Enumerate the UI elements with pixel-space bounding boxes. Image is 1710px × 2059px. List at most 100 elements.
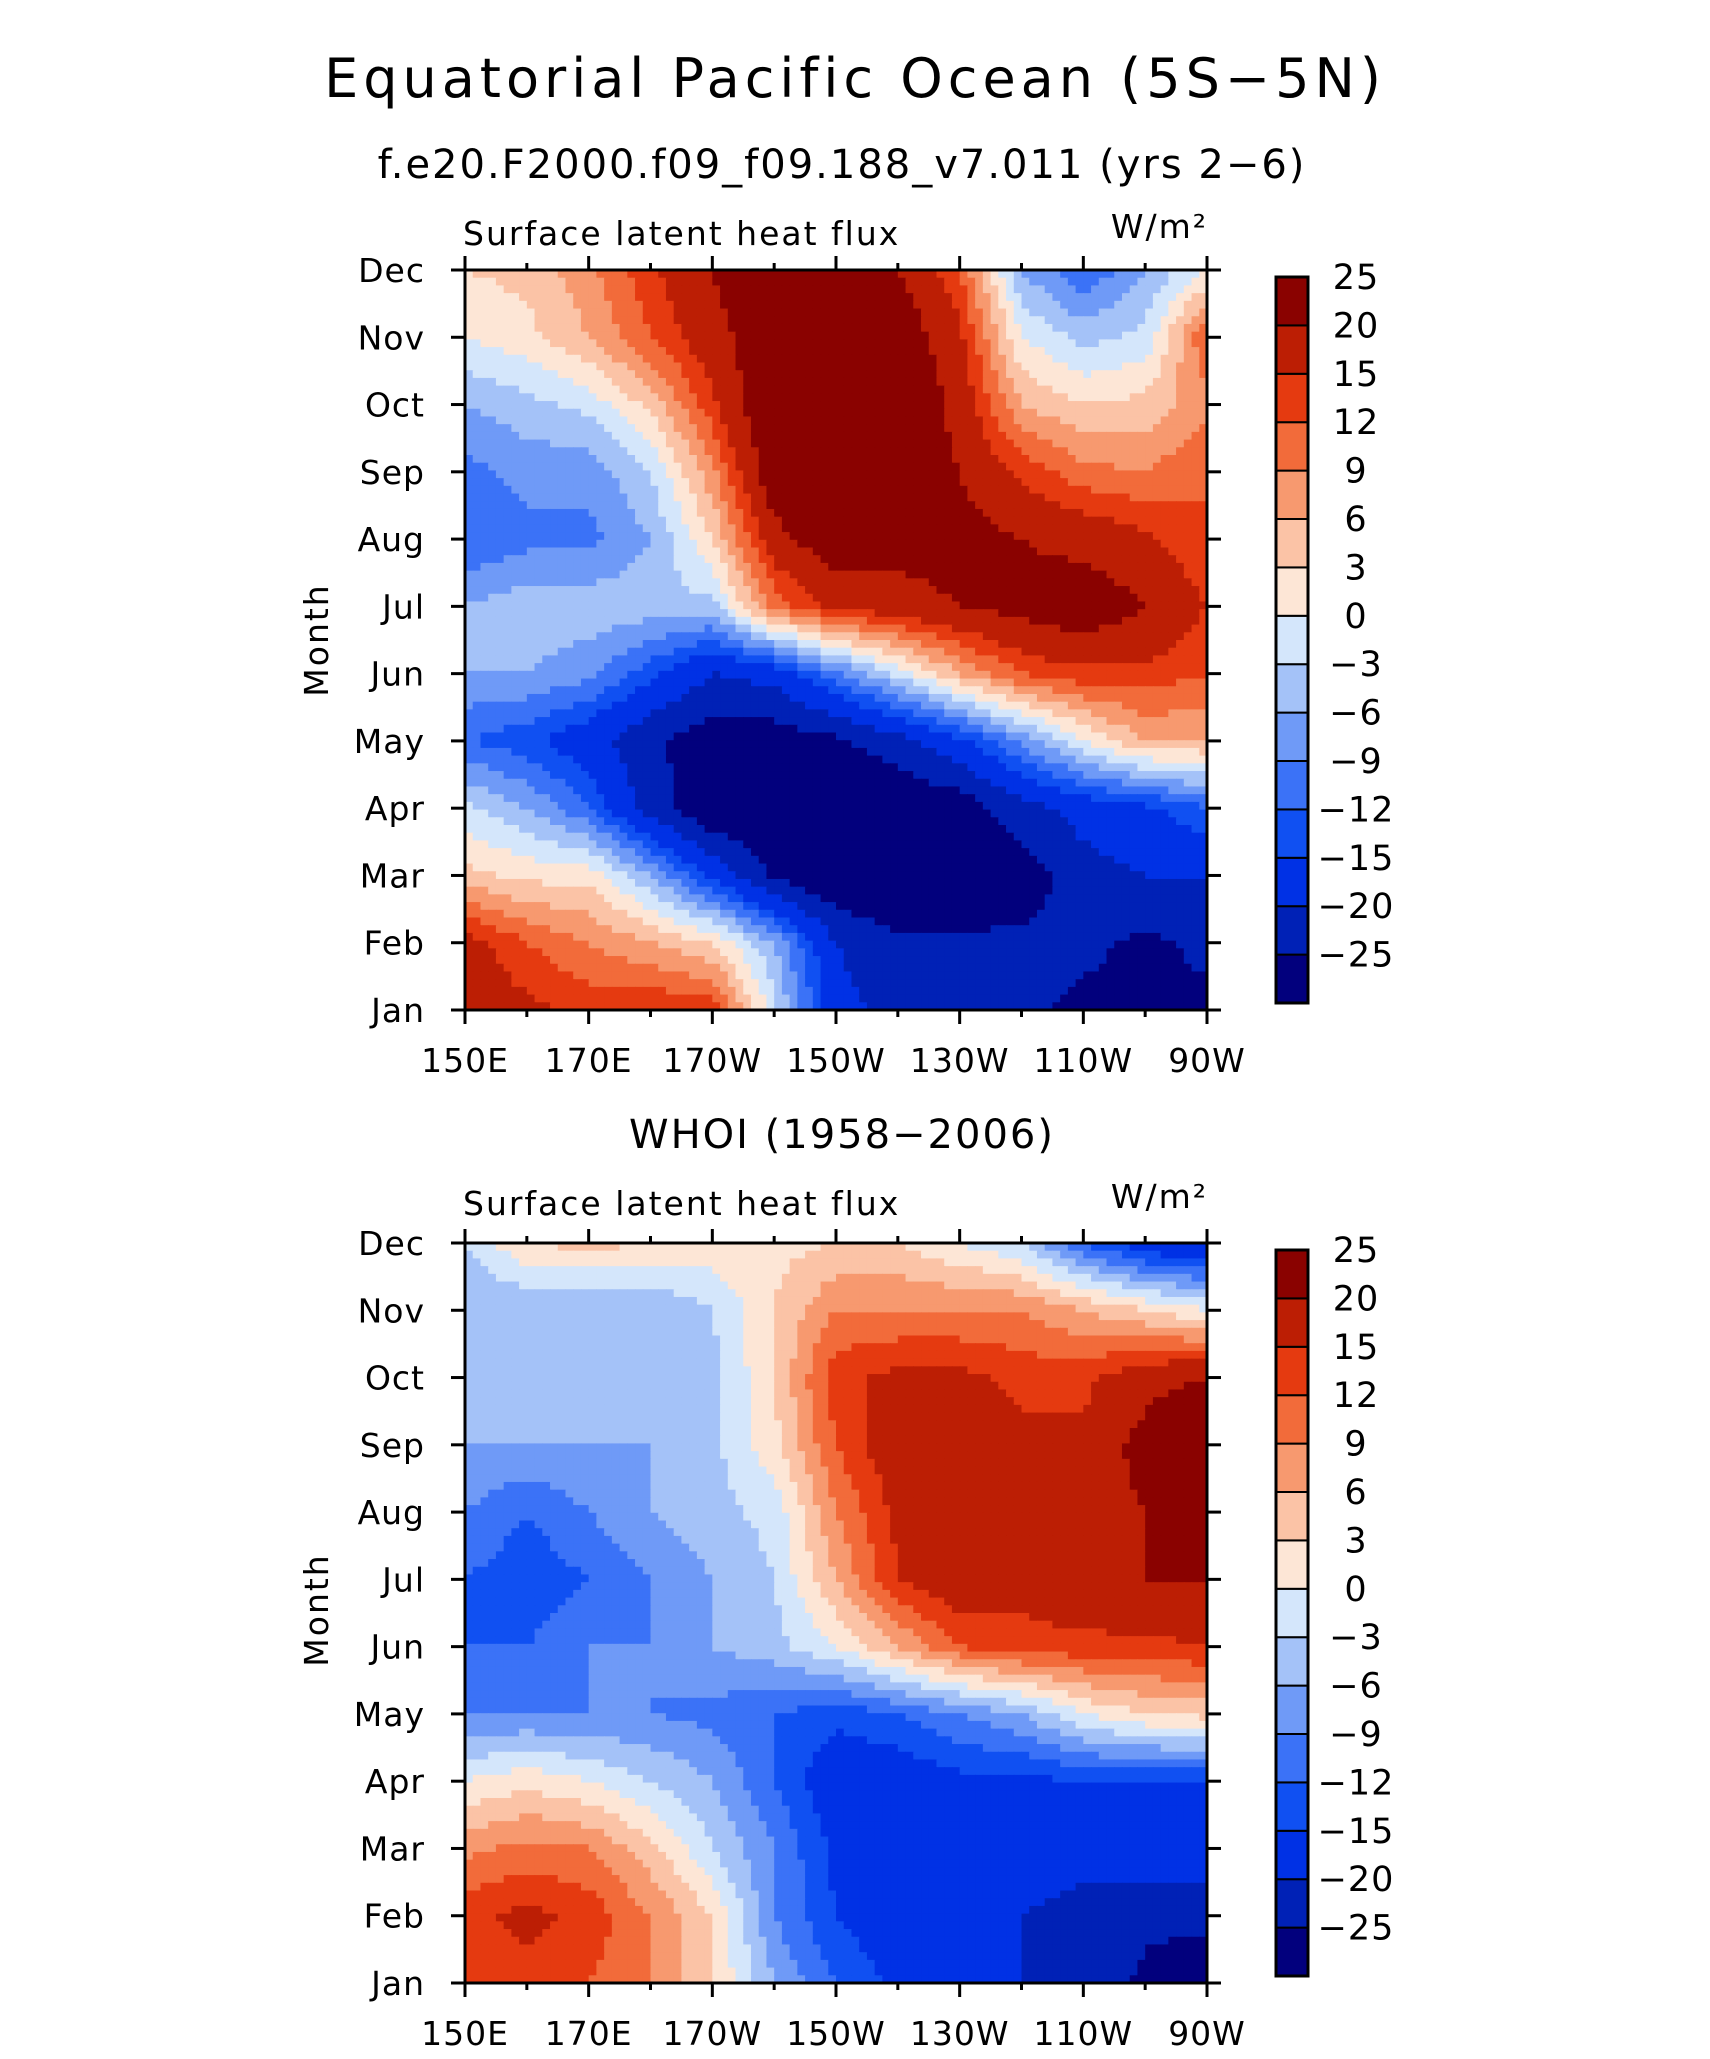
contour-cell: [681, 401, 689, 409]
contour-cell: [960, 540, 968, 548]
contour-cell: [496, 486, 504, 494]
contour-cell: [890, 440, 898, 448]
contour-cell: [821, 501, 829, 509]
contour-cell: [1153, 563, 1161, 571]
contour-cell: [519, 555, 527, 563]
contour-cell: [550, 278, 558, 286]
contour-cell: [1083, 486, 1091, 494]
contour-cell: [473, 524, 481, 532]
contour-cell: [1006, 347, 1014, 355]
contour-cell: [565, 285, 573, 293]
contour-cell: [898, 540, 906, 548]
contour-cell: [635, 494, 643, 502]
contour-cell: [1014, 532, 1022, 540]
contour-cell: [1099, 401, 1107, 409]
contour-cell: [666, 640, 674, 648]
contour-cell: [488, 517, 496, 525]
contour-cell: [736, 285, 744, 293]
contour-cell: [519, 440, 527, 448]
contour-cell: [991, 378, 999, 386]
contour-cell: [589, 393, 597, 401]
contour-cell: [952, 478, 960, 486]
contour-cell: [1022, 293, 1030, 301]
contour-cell: [859, 339, 867, 347]
contour-cell: [604, 524, 612, 532]
contour-cell: [1114, 285, 1122, 293]
contour-cell: [1176, 586, 1184, 594]
contour-cell: [1091, 494, 1099, 502]
contour-cell: [1107, 455, 1115, 463]
contour-cell: [1137, 640, 1145, 648]
contour-cell: [821, 378, 829, 386]
contour-cell: [867, 586, 875, 594]
contour-cell: [488, 401, 496, 409]
contour-cell: [1022, 416, 1030, 424]
contour-cell: [681, 609, 689, 617]
contour-cell: [542, 440, 550, 448]
contour-cell: [1029, 586, 1037, 594]
contour-cell: [1045, 540, 1053, 548]
contour-cell: [705, 548, 713, 556]
contour-cell: [1006, 563, 1014, 571]
contour-cell: [612, 478, 620, 486]
contour-cell: [535, 609, 543, 617]
contour-cell: [488, 424, 496, 432]
contour-cell: [975, 501, 983, 509]
contour-cell: [504, 555, 512, 563]
contour-cell: [960, 285, 968, 293]
contour-cell: [527, 409, 535, 417]
contour-cell: [867, 285, 875, 293]
contour-cell: [488, 447, 496, 455]
contour-cell: [836, 663, 844, 671]
contour-cell: [1130, 455, 1138, 463]
contour-cell: [975, 470, 983, 478]
contour-cell: [681, 409, 689, 417]
contour-cell: [875, 617, 883, 625]
contour-cell: [805, 625, 813, 633]
contour-cell: [542, 548, 550, 556]
contour-cell: [898, 517, 906, 525]
contour-cell: [480, 601, 488, 609]
contour-cell: [627, 578, 635, 586]
contour-cell: [1091, 401, 1099, 409]
contour-cell: [1161, 594, 1169, 602]
contour-cell: [759, 347, 767, 355]
contour-cell: [728, 401, 736, 409]
contour-cell: [967, 655, 975, 663]
contour-cell: [867, 509, 875, 517]
contour-cell: [1153, 401, 1161, 409]
contour-cell: [766, 478, 774, 486]
contour-cell: [813, 455, 821, 463]
contour-cell: [967, 447, 975, 455]
contour-cell: [620, 401, 628, 409]
contour-cell: [1153, 324, 1161, 332]
contour-cell: [1176, 494, 1184, 502]
contour-cell: [1099, 332, 1107, 340]
contour-cell: [929, 347, 937, 355]
contour-cell: [1122, 478, 1130, 486]
contour-cell: [519, 501, 527, 509]
contour-cell: [898, 486, 906, 494]
contour-cell: [581, 548, 589, 556]
contour-cell: [589, 455, 597, 463]
contour-cell: [1099, 424, 1107, 432]
contour-cell: [813, 640, 821, 648]
contour-cell: [913, 378, 921, 386]
contour-cell: [936, 548, 944, 556]
contour-cell: [1076, 447, 1084, 455]
contour-cell: [736, 648, 744, 656]
contour-cell: [689, 309, 697, 317]
contour-cell: [782, 332, 790, 340]
contour-cell: [913, 571, 921, 579]
contour-cell: [1037, 409, 1045, 417]
contour-cell: [612, 486, 620, 494]
contour-cell: [1192, 509, 1200, 517]
contour-cell: [581, 571, 589, 579]
contour-cell: [844, 355, 852, 363]
contour-cell: [797, 424, 805, 432]
contour-cell: [697, 532, 705, 540]
contour-cell: [921, 563, 929, 571]
contour-cell: [480, 632, 488, 640]
contour-cell: [643, 494, 651, 502]
contour-cell: [944, 540, 952, 548]
